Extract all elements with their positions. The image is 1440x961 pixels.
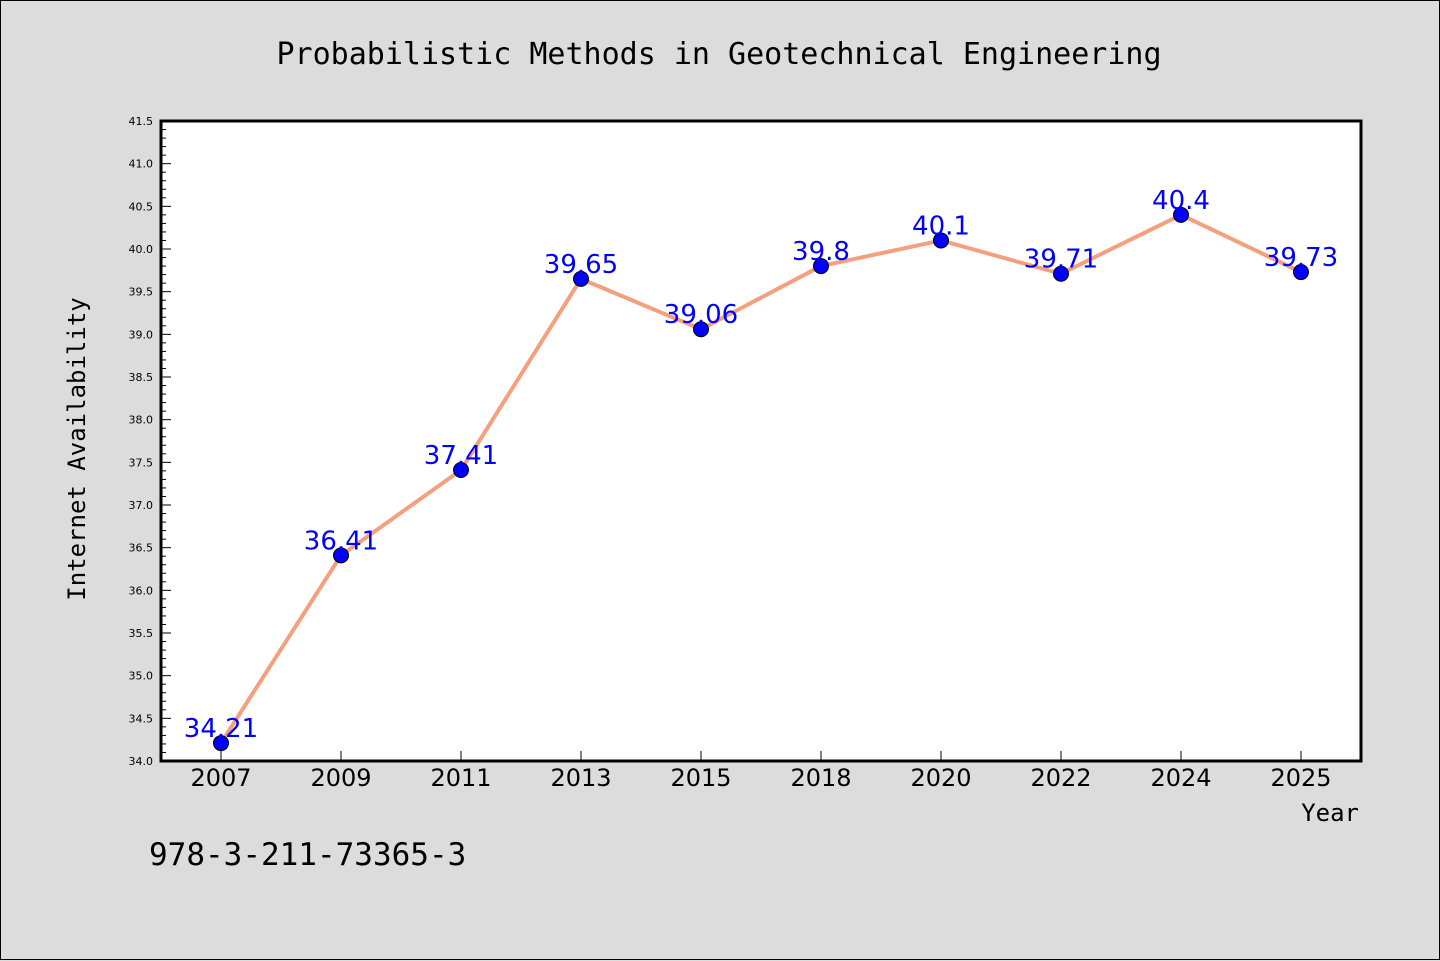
x-tick-label: 2024 [1150, 764, 1211, 792]
data-label: 40.4 [1152, 186, 1210, 216]
y-tick-label: 41.0 [129, 158, 154, 171]
x-tick-label: 2013 [550, 764, 611, 792]
x-axis: 2007 2009 2011 2013 2015 2018 2020 2022 2024 2025 [190, 751, 1332, 792]
y-tick-label: 39.0 [129, 328, 154, 341]
y-tick-label: 38.5 [129, 371, 154, 384]
data-point-marker [453, 462, 469, 479]
y-tick-label: 35.5 [129, 627, 154, 640]
data-point-marker [1293, 264, 1309, 281]
data-point-marker [213, 735, 229, 752]
y-tick-label: 37.0 [129, 499, 154, 512]
x-tick-label: 2020 [910, 764, 971, 792]
data-point-marker [333, 547, 349, 564]
data-point-marker [933, 232, 949, 249]
data-point-marker [813, 258, 829, 275]
plot-area [161, 121, 1361, 761]
x-tick-label: 2018 [790, 764, 851, 792]
data-point-marker [1053, 265, 1069, 282]
x-axis-label: Year [1301, 799, 1359, 827]
y-tick-label: 36.5 [129, 542, 154, 555]
data-point-marker [573, 270, 589, 287]
y-tick-label: 40.0 [129, 243, 154, 256]
x-tick-label: 2009 [310, 764, 371, 792]
x-tick-label: 2011 [430, 764, 491, 792]
data-label: 39.06 [664, 300, 738, 330]
isbn-text: 978-3-211-73365-3 [149, 837, 466, 873]
y-tick-label: 38.0 [129, 414, 154, 427]
y-tick-label: 34.5 [129, 712, 154, 725]
y-axis-label: Internet Availability [63, 297, 91, 600]
y-tick-label: 37.5 [129, 456, 154, 469]
data-label: 40.1 [912, 211, 970, 241]
data-point-marker [1173, 206, 1189, 223]
y-tick-label: 34.0 [129, 755, 154, 768]
series-group: 34.21 36.41 37.41 39.65 39.06 39.8 40.1 39.71 40… [184, 186, 1338, 752]
y-axis: 34.0 34.5 35.0 35.5 36.0 36.5 37.0 37.5 38.0 38.5… [129, 115, 171, 768]
plot-border [159, 119, 1363, 763]
x-tick-label: 2025 [1270, 764, 1331, 792]
chart-title: Probabilistic Methods in Geotechnical En… [276, 37, 1161, 72]
data-label: 37.41 [424, 441, 498, 471]
series-line [219, 212, 1302, 745]
x-tick-label: 2007 [190, 764, 251, 792]
x-tick-label: 2015 [670, 764, 731, 792]
y-tick-label: 35.0 [129, 670, 154, 683]
data-label: 36.41 [304, 526, 378, 556]
data-point-marker [693, 321, 709, 338]
y-tick-label: 41.5 [129, 115, 154, 128]
y-tick-label: 39.5 [129, 286, 154, 299]
x-tick-label: 2022 [1030, 764, 1091, 792]
data-label: 39.65 [544, 250, 618, 280]
data-label: 34.21 [184, 714, 258, 744]
y-tick-label: 40.5 [129, 200, 154, 213]
data-label: 39.71 [1024, 245, 1098, 275]
data-label: 39.73 [1264, 243, 1338, 273]
y-tick-label: 36.0 [129, 584, 154, 597]
data-label: 39.8 [792, 237, 850, 267]
